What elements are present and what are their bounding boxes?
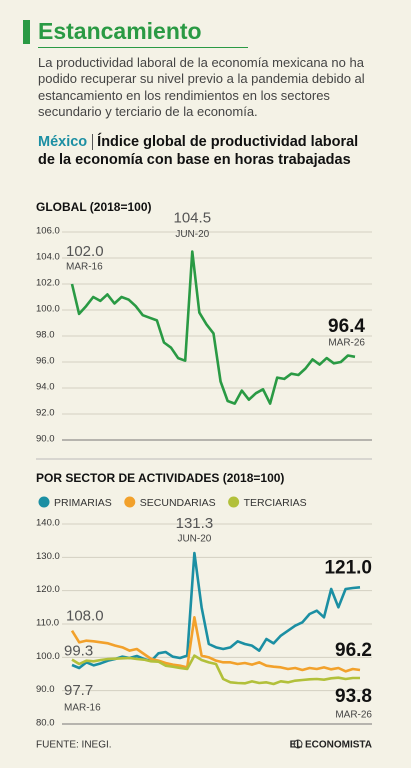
- value-label: 97.7: [64, 682, 93, 699]
- title-bar: [23, 20, 30, 44]
- legend-swatch: [38, 496, 50, 508]
- y-tick-label: 80.0: [36, 718, 55, 729]
- date-label: MAR-26: [335, 710, 372, 721]
- title: Estancamiento: [38, 18, 202, 44]
- y-tick-label: 106.0: [36, 226, 60, 237]
- value-label: 99.3: [64, 643, 93, 660]
- chart-title: POR SECTOR DE ACTIVIDADES (2018=100): [36, 471, 284, 485]
- legend-label: SECUNDARIAS: [140, 497, 216, 509]
- source: FUENTE: INEGI.: [36, 740, 112, 751]
- value-label: 104.5: [174, 209, 212, 226]
- end-value-label: 121.0: [324, 557, 372, 578]
- title-rule: [38, 47, 248, 48]
- end-value-label: 96.4: [328, 316, 365, 337]
- y-tick-label: 130.0: [36, 551, 60, 562]
- y-tick-label: 94.0: [36, 382, 55, 393]
- series-line: [70, 616, 361, 673]
- value-label: 108.0: [66, 608, 104, 625]
- y-tick-label: 98.0: [36, 330, 55, 341]
- legend-swatch: [124, 496, 136, 508]
- y-tick-label: 90.0: [36, 684, 55, 695]
- y-tick-label: 100.0: [36, 651, 60, 662]
- legend-label: TERCIARIAS: [244, 497, 307, 509]
- date-label: JUN-20: [175, 229, 209, 240]
- date-label: MAR-16: [66, 262, 103, 273]
- subtitle-text: Índice global de productividad laboral d…: [38, 134, 359, 168]
- value-label: 102.0: [66, 243, 104, 260]
- date-label: MAR-16: [64, 703, 101, 714]
- y-tick-label: 140.0: [36, 518, 60, 529]
- series-line: [71, 551, 361, 670]
- end-value-label: 93.8: [335, 686, 372, 707]
- logo-icon: [293, 739, 303, 749]
- y-tick-label: 92.0: [36, 408, 55, 419]
- legend-label: PRIMARIAS: [54, 497, 112, 509]
- value-label: 131.3: [176, 515, 214, 532]
- y-tick-label: 120.0: [36, 584, 60, 595]
- y-tick-label: 96.0: [36, 356, 55, 367]
- end-value-label: 96.2: [335, 640, 372, 661]
- series-line: [71, 654, 360, 686]
- legend-swatch: [228, 496, 240, 508]
- logo: EL ECONOMISTA: [290, 740, 372, 751]
- date-label: JUN-20: [177, 534, 211, 545]
- subtitle: México Índice global de productividad lab…: [38, 134, 378, 169]
- y-tick-label: 102.0: [36, 278, 60, 289]
- chart-title: GLOBAL (2018=100): [36, 200, 152, 214]
- y-tick-label: 90.0: [36, 434, 55, 445]
- series-line: [70, 250, 356, 405]
- date-label: MAR-26: [328, 337, 365, 348]
- intro: La productividad laboral de la economía …: [38, 55, 365, 119]
- y-tick-label: 104.0: [36, 252, 60, 263]
- highlight: México: [38, 134, 94, 150]
- y-tick-label: 100.0: [36, 304, 60, 315]
- y-tick-label: 110.0: [36, 618, 59, 629]
